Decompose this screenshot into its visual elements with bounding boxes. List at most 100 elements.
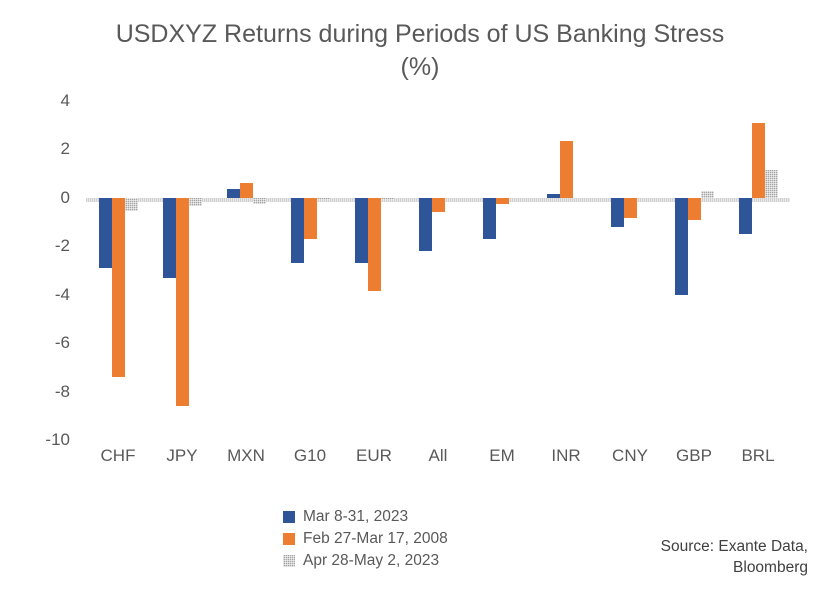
bar-group-bars <box>278 101 342 440</box>
bar-slot <box>751 101 765 440</box>
bar-group <box>278 101 342 440</box>
bar[interactable] <box>610 197 624 227</box>
legend-swatch-icon <box>283 533 295 545</box>
legend-item[interactable]: Apr 28-May 2, 2023 <box>283 552 448 570</box>
bar-slot <box>252 101 266 440</box>
bar-slot <box>674 101 688 440</box>
bar[interactable] <box>738 197 752 235</box>
bar-group-bars <box>150 101 214 440</box>
bar-slot <box>162 101 176 440</box>
bar-group-bars <box>214 101 278 440</box>
x-axis-tick: All <box>428 446 448 465</box>
bar-group <box>662 101 726 440</box>
bar[interactable] <box>751 122 765 198</box>
y-axis: 4 2 0 -2 -4 -6 -8 -10 <box>0 91 80 449</box>
bar-slot <box>573 101 586 440</box>
bar[interactable] <box>316 197 330 201</box>
bar-slot <box>98 101 112 440</box>
bar-group-bars <box>470 101 534 440</box>
bar-group <box>214 101 278 440</box>
legend: Mar 8-31, 2023 Feb 27-Mar 17, 2008 Apr 28-… <box>283 508 448 570</box>
y-axis-tick: -2 <box>54 236 70 256</box>
bar-slot <box>623 101 637 440</box>
bar[interactable] <box>98 197 112 269</box>
bar-slot <box>738 101 752 440</box>
bar[interactable] <box>252 197 266 204</box>
bar-group <box>406 101 470 440</box>
bar[interactable] <box>175 197 189 407</box>
x-axis-tick: EUR <box>356 446 392 465</box>
y-axis-tick: 0 <box>60 187 70 207</box>
bar[interactable] <box>623 197 637 219</box>
bar[interactable] <box>188 197 202 207</box>
chart-title: USDXYZ Returns during Periods of US Bank… <box>115 20 725 81</box>
bar-group <box>726 101 790 440</box>
bar-slot <box>482 101 496 440</box>
x-axis-tick: BRL <box>741 446 775 465</box>
bar-slot <box>226 101 240 440</box>
legend-label: Apr 28-May 2, 2023 <box>303 552 440 569</box>
bar-groups <box>86 101 790 440</box>
y-axis-tick: 4 <box>60 91 70 110</box>
x-axis-tick: GBP <box>676 446 712 465</box>
bar-slot <box>431 101 445 440</box>
y-axis-tick: -4 <box>54 284 70 304</box>
bar-slot <box>290 101 304 440</box>
bar-slot <box>111 101 125 440</box>
bar[interactable] <box>303 197 317 239</box>
legend-item[interactable]: Feb 27-Mar 17, 2008 <box>283 530 448 548</box>
bar[interactable] <box>674 197 688 295</box>
source-note: Source: Exante Data, Bloomberg <box>660 538 808 576</box>
bar-slot <box>175 101 189 440</box>
y-axis-tick: -10 <box>45 430 70 449</box>
bar-group-bars <box>534 101 598 440</box>
bar-slot <box>445 101 458 440</box>
x-axis-tick: CHF <box>100 446 136 465</box>
bar[interactable] <box>482 197 496 239</box>
bar-slot <box>367 101 381 440</box>
bar[interactable] <box>431 197 445 213</box>
x-axis-tick: MXN <box>227 446 265 465</box>
bar-group <box>598 101 662 440</box>
x-axis-tick: INR <box>551 446 581 465</box>
bar[interactable] <box>495 197 509 204</box>
legend-label: Feb 27-Mar 17, 2008 <box>303 530 448 547</box>
bar[interactable] <box>162 197 176 278</box>
bar[interactable] <box>546 194 560 198</box>
bar-group-bars <box>726 101 790 440</box>
legend-label: Mar 8-31, 2023 <box>303 508 409 525</box>
bar-slot <box>546 101 560 440</box>
x-axis: CHF JPY MXN G10 EUR All EM INR CNY GBP BRL <box>86 446 790 472</box>
bar[interactable] <box>367 197 381 292</box>
bar[interactable] <box>380 197 394 201</box>
bar-group <box>86 101 150 440</box>
bar-slot <box>637 101 650 440</box>
legend-item[interactable]: Mar 8-31, 2023 <box>283 508 448 526</box>
bar-slot <box>764 101 778 440</box>
bar-slot <box>610 101 624 440</box>
bar[interactable] <box>111 197 125 378</box>
bar-group-bars <box>342 101 406 440</box>
bar-slot <box>316 101 330 440</box>
bar[interactable] <box>559 140 573 198</box>
bar[interactable] <box>290 197 304 264</box>
bar[interactable] <box>700 190 714 198</box>
bar[interactable] <box>124 197 138 212</box>
bar-group <box>342 101 406 440</box>
bar[interactable] <box>764 170 778 198</box>
x-axis-tick: JPY <box>166 446 198 465</box>
bar[interactable] <box>354 197 368 264</box>
bar[interactable] <box>239 183 253 198</box>
plot-area <box>86 101 790 440</box>
bar-slot <box>700 101 714 440</box>
bar[interactable] <box>226 189 240 198</box>
bar[interactable] <box>418 197 432 252</box>
bar-group-bars <box>598 101 662 440</box>
bar-slot <box>354 101 368 440</box>
y-axis-tick: -8 <box>54 381 70 401</box>
bar-slot <box>239 101 253 440</box>
bar[interactable] <box>687 197 701 220</box>
bar-slot <box>559 101 573 440</box>
bar-group <box>470 101 534 440</box>
